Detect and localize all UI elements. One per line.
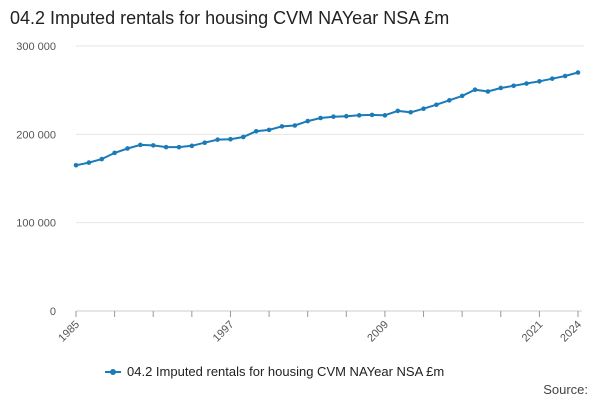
data-point[interactable] [344, 113, 349, 119]
data-point[interactable] [253, 128, 259, 134]
data-point[interactable] [511, 83, 516, 89]
data-point[interactable] [189, 143, 195, 149]
data-point[interactable] [318, 115, 323, 121]
data-point[interactable] [73, 162, 79, 168]
data-point[interactable] [575, 70, 581, 75]
data-point[interactable] [215, 137, 220, 142]
data-point[interactable] [202, 140, 208, 146]
data-point[interactable] [537, 79, 542, 84]
data-point[interactable] [331, 114, 336, 119]
data-point[interactable] [524, 81, 529, 86]
data-point[interactable] [279, 124, 285, 129]
series-group [73, 70, 581, 168]
data-point[interactable] [395, 108, 401, 114]
data-point[interactable] [369, 112, 375, 118]
gridlines [76, 45, 584, 224]
data-point[interactable] [382, 113, 388, 118]
data-point[interactable] [485, 89, 491, 94]
x-tick-label: 1985 [56, 319, 82, 345]
x-tick-label: 2024 [558, 319, 584, 345]
chart-title: 04.2 Imputed rentals for housing CVM NAY… [10, 8, 450, 28]
data-point[interactable] [446, 98, 452, 103]
data-point[interactable] [241, 134, 246, 140]
data-point[interactable] [228, 136, 233, 142]
data-point[interactable] [434, 102, 439, 108]
data-point[interactable] [356, 113, 362, 118]
data-point[interactable] [176, 144, 182, 150]
legend-label: 04.2 Imputed rentals for housing CVM NAY… [127, 364, 445, 379]
x-tick-label: 2009 [365, 319, 391, 345]
data-point[interactable] [125, 146, 130, 151]
data-point[interactable] [472, 87, 478, 93]
data-point[interactable] [86, 160, 92, 165]
y-tick-label: 0 [50, 306, 56, 318]
series-line [75, 71, 579, 167]
data-point[interactable] [292, 123, 298, 128]
data-point[interactable] [459, 93, 465, 99]
y-tick-label: 300 000 [16, 41, 56, 53]
data-point[interactable] [305, 118, 310, 124]
y-tick-label: 200 000 [16, 129, 56, 141]
legend: 04.2 Imputed rentals for housing CVM NAY… [105, 364, 444, 379]
data-point[interactable] [112, 150, 117, 156]
data-point[interactable] [549, 76, 555, 81]
data-point[interactable] [266, 127, 272, 133]
data-point[interactable] [163, 144, 169, 150]
y-axis: 0 100 000 200 000 300 000 [16, 41, 56, 318]
data-point[interactable] [150, 143, 156, 148]
data-point[interactable] [138, 142, 143, 148]
data-point[interactable] [562, 73, 568, 79]
x-axis: 1985 1997 2009 2021 2024 [56, 310, 584, 345]
legend-swatch [105, 368, 121, 375]
data-point[interactable] [498, 85, 504, 91]
data-point[interactable] [421, 106, 426, 112]
data-point[interactable] [99, 156, 105, 162]
x-tick-label: 1997 [211, 319, 237, 345]
y-tick-label: 100 000 [16, 218, 56, 230]
source-label: Source: [543, 382, 588, 397]
x-tick-label: 2021 [520, 319, 546, 345]
data-point[interactable] [408, 109, 413, 115]
